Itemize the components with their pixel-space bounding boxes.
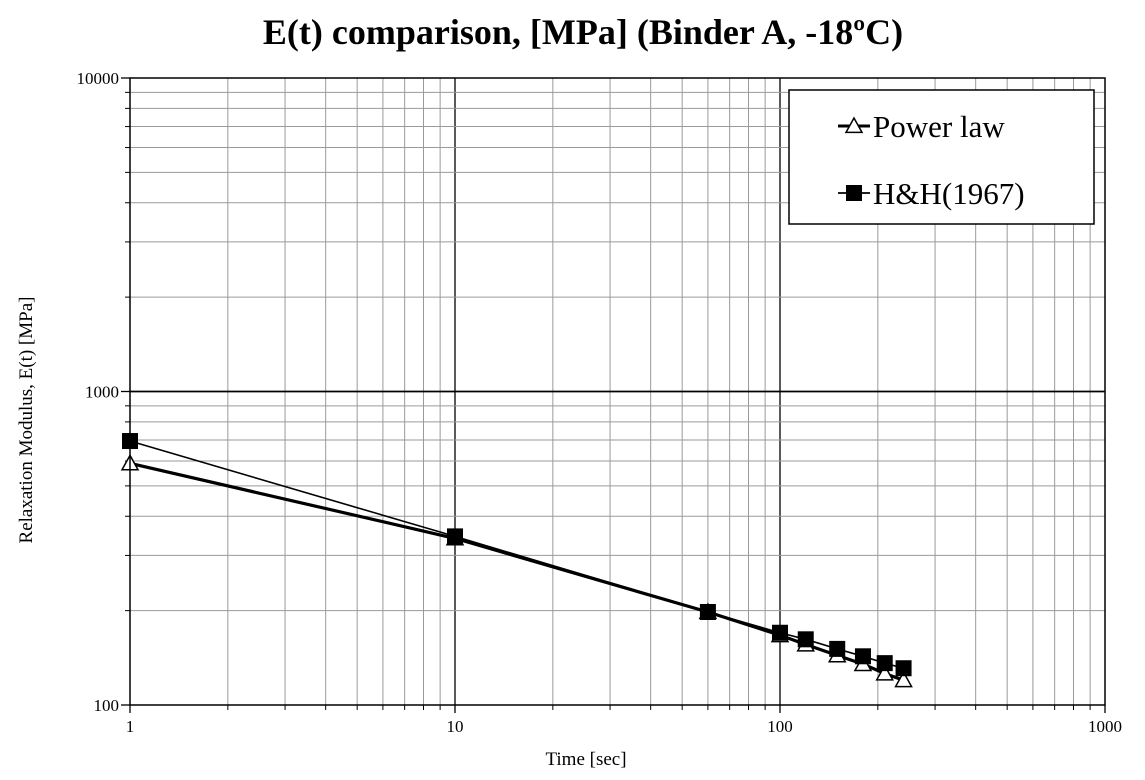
data-point-hh-1967 bbox=[829, 640, 846, 657]
x-tick-label: 10 bbox=[447, 717, 464, 736]
data-point-hh-1967 bbox=[854, 648, 871, 665]
data-point-hh-1967 bbox=[797, 631, 814, 648]
series-layer bbox=[120, 433, 913, 688]
legend-label-hh-1967: H&H(1967) bbox=[873, 176, 1025, 211]
data-point-hh-1967 bbox=[699, 603, 716, 620]
y-tick-label: 1000 bbox=[85, 383, 119, 402]
tick-labels: 1 10 100 1000 100 1000 10000 bbox=[77, 69, 1123, 736]
data-point-hh-1967 bbox=[447, 528, 463, 545]
x-tick-label: 100 bbox=[767, 717, 793, 736]
legend: Power law H&H(1967) bbox=[788, 89, 1095, 225]
data-point-hh-1967 bbox=[895, 660, 912, 677]
y-tick-label: 100 bbox=[94, 696, 120, 715]
y-tick-label: 10000 bbox=[77, 69, 120, 88]
x-tick-label: 1000 bbox=[1088, 717, 1122, 736]
legend-marker-hh-1967 bbox=[846, 185, 862, 201]
data-point-power-law bbox=[894, 670, 913, 688]
x-tick-label: 1 bbox=[126, 717, 135, 736]
data-point-hh-1967 bbox=[876, 655, 893, 672]
data-point-hh-1967 bbox=[772, 624, 788, 641]
data-point-power-law bbox=[875, 663, 894, 681]
legend-label-power-law: Power law bbox=[873, 109, 1005, 144]
y-axis-label: Relaxation Modulus, E(t) [MPa] bbox=[16, 297, 37, 544]
legend-box bbox=[788, 89, 1095, 225]
chart-title: E(t) comparison, [MPa] (Binder A, -18ºC) bbox=[263, 12, 903, 52]
x-axis-label: Time [sec] bbox=[545, 749, 626, 770]
legend-marker-power-law bbox=[844, 116, 864, 134]
